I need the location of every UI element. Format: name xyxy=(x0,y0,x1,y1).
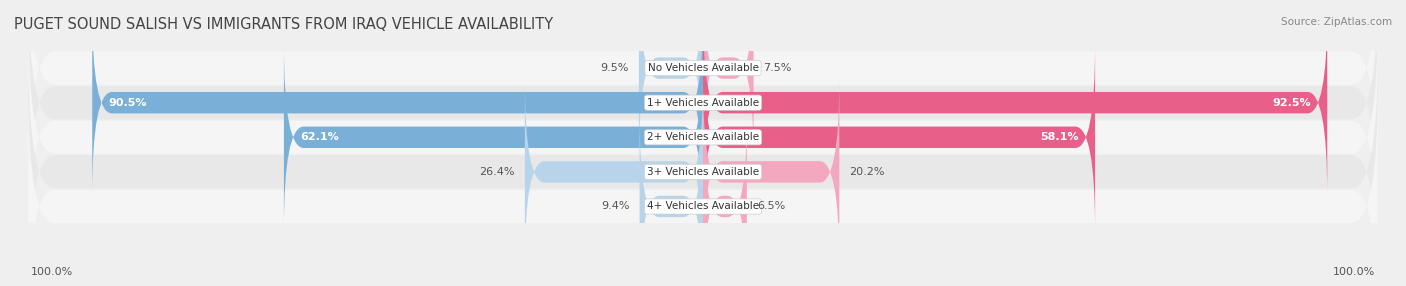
FancyBboxPatch shape xyxy=(284,44,703,230)
Text: 4+ Vehicles Available: 4+ Vehicles Available xyxy=(647,201,759,211)
FancyBboxPatch shape xyxy=(703,0,754,161)
Text: 6.5%: 6.5% xyxy=(756,201,785,211)
FancyBboxPatch shape xyxy=(524,79,703,265)
Text: 20.2%: 20.2% xyxy=(849,167,884,177)
Text: 7.5%: 7.5% xyxy=(763,63,792,73)
FancyBboxPatch shape xyxy=(28,0,1378,190)
FancyBboxPatch shape xyxy=(28,0,1378,225)
FancyBboxPatch shape xyxy=(703,114,747,286)
Text: PUGET SOUND SALISH VS IMMIGRANTS FROM IRAQ VEHICLE AVAILABILITY: PUGET SOUND SALISH VS IMMIGRANTS FROM IR… xyxy=(14,17,553,32)
FancyBboxPatch shape xyxy=(703,79,839,265)
Text: 90.5%: 90.5% xyxy=(108,98,148,108)
Text: 100.0%: 100.0% xyxy=(1333,267,1375,277)
Text: 62.1%: 62.1% xyxy=(301,132,339,142)
Text: 92.5%: 92.5% xyxy=(1272,98,1310,108)
Text: No Vehicles Available: No Vehicles Available xyxy=(648,63,758,73)
FancyBboxPatch shape xyxy=(638,0,703,161)
Text: 1+ Vehicles Available: 1+ Vehicles Available xyxy=(647,98,759,108)
FancyBboxPatch shape xyxy=(703,44,1095,230)
FancyBboxPatch shape xyxy=(93,10,703,196)
FancyBboxPatch shape xyxy=(28,50,1378,286)
FancyBboxPatch shape xyxy=(703,10,1327,196)
Text: 100.0%: 100.0% xyxy=(31,267,73,277)
Text: 9.5%: 9.5% xyxy=(600,63,628,73)
Text: 9.4%: 9.4% xyxy=(602,201,630,211)
Text: 3+ Vehicles Available: 3+ Vehicles Available xyxy=(647,167,759,177)
Text: 2+ Vehicles Available: 2+ Vehicles Available xyxy=(647,132,759,142)
Text: Source: ZipAtlas.com: Source: ZipAtlas.com xyxy=(1281,17,1392,27)
Text: 58.1%: 58.1% xyxy=(1040,132,1078,142)
FancyBboxPatch shape xyxy=(28,85,1378,286)
FancyBboxPatch shape xyxy=(640,114,703,286)
FancyBboxPatch shape xyxy=(28,15,1378,259)
Text: 26.4%: 26.4% xyxy=(479,167,515,177)
